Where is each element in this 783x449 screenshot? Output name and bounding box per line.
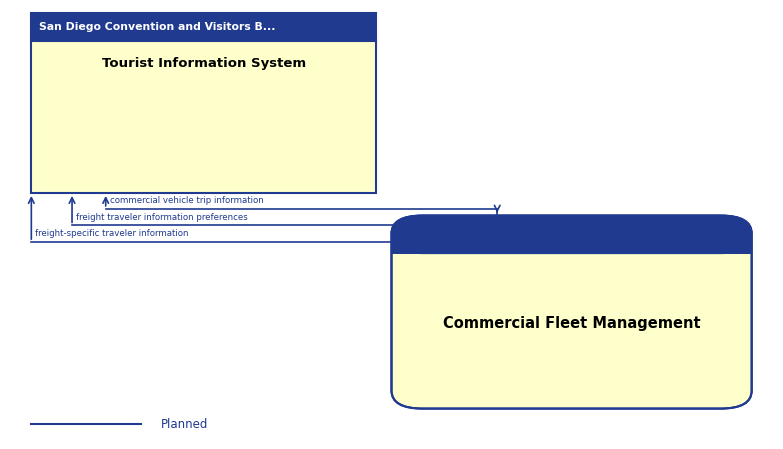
Text: Commercial Fleet Management: Commercial Fleet Management — [442, 316, 701, 331]
Text: freight traveler information preferences: freight traveler information preferences — [76, 213, 247, 222]
FancyBboxPatch shape — [392, 216, 752, 254]
Bar — [31, 13, 376, 41]
FancyBboxPatch shape — [392, 216, 752, 409]
Bar — [31, 13, 376, 193]
Text: commercial vehicle trip information: commercial vehicle trip information — [110, 196, 263, 205]
Text: Tourist Information System: Tourist Information System — [102, 57, 305, 70]
Text: freight-specific traveler information: freight-specific traveler information — [35, 229, 189, 238]
Text: Planned: Planned — [161, 418, 208, 431]
Text: San Diego Convention and Visitors B...: San Diego Convention and Visitors B... — [39, 22, 276, 32]
Bar — [392, 235, 752, 254]
